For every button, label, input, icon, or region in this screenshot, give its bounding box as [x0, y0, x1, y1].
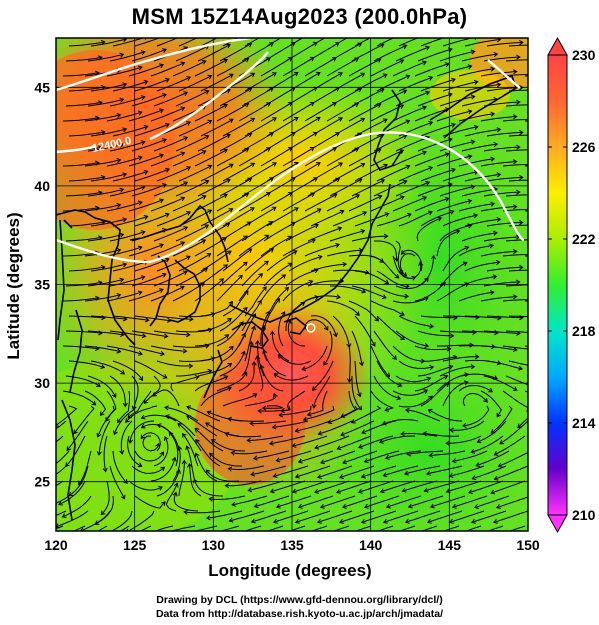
- longitude-tick-label: 120: [44, 537, 68, 553]
- longitude-tick-label: 140: [359, 537, 383, 553]
- longitude-tick-label: 145: [438, 537, 462, 553]
- longitude-tick-label: 150: [516, 537, 540, 553]
- typhoon-eye-marker: [306, 323, 316, 333]
- x-axis-label: Longitude (degrees): [208, 561, 372, 580]
- colorbar-tick-label: 218: [572, 323, 596, 339]
- latitude-tick-label: 30: [34, 375, 50, 391]
- colorbar: 230 226 222 218 214 210: [547, 36, 596, 534]
- wind-streamlines: [56, 38, 528, 531]
- map-title: MSM 15Z14Aug2023 (200.0hPa): [131, 4, 468, 29]
- longitude-tick-label: 125: [123, 537, 147, 553]
- credit-drawing: Drawing by DCL (https://www.gfd-dennou.o…: [156, 594, 443, 606]
- colorbar-top-arrow: [547, 36, 568, 56]
- colorbar-tick-label: 214: [572, 415, 596, 431]
- latitude-tick-label: 45: [34, 79, 50, 95]
- latitude-ticks: 25 30 35 40 45: [34, 79, 50, 489]
- colorbar-tick-label: 210: [572, 507, 596, 523]
- colorbar-bottom-arrow: [547, 514, 568, 534]
- plot-frame: [55, 37, 529, 532]
- colorbar-tick-label: 222: [572, 231, 596, 247]
- colorbar-tick-label: 230: [572, 47, 596, 63]
- height-contours: [56, 38, 525, 264]
- latitude-tick-label: 35: [34, 277, 50, 293]
- latitude-tick-label: 25: [34, 474, 50, 490]
- longitude-tick-label: 135: [280, 537, 304, 553]
- longitude-tick-label: 130: [202, 537, 226, 553]
- latitude-tick-label: 40: [34, 178, 50, 194]
- credit-data-source: Data from http://database.rish.kyoto-u.a…: [155, 608, 444, 620]
- longitude-ticks: 120 125 130 135 140 145 150: [44, 537, 540, 553]
- colorbar-tick-label: 226: [572, 139, 596, 155]
